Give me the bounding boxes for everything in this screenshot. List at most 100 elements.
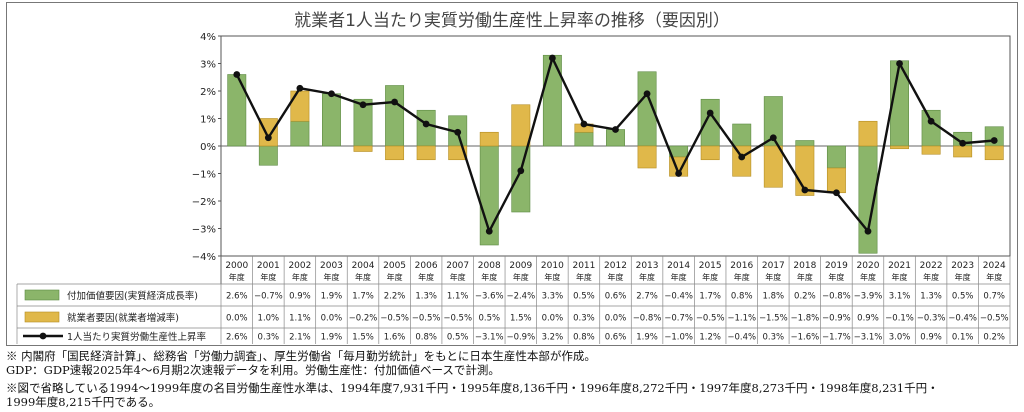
bar-value-added xyxy=(511,145,531,213)
value-label: −0.4% xyxy=(727,333,756,343)
value-label: 0.0% xyxy=(542,314,564,324)
line-point xyxy=(927,117,935,125)
value-label: −0.5% xyxy=(980,314,1009,324)
value-label: −0.1% xyxy=(885,314,914,324)
value-label: −1.5% xyxy=(759,314,788,324)
value-label: 0.3% xyxy=(762,333,784,343)
value-label: 3.0% xyxy=(889,333,911,343)
bar-value-added xyxy=(385,85,405,147)
value-label: 0.5% xyxy=(573,292,595,302)
category-label: 2024 xyxy=(983,261,1006,271)
line-point xyxy=(485,227,493,235)
level-note: ※図で省略している1994～1999年度の名目労働生産性水準は、1994年度7,… xyxy=(6,381,939,395)
chart-title: 就業者1人当たり実質労働生産性上昇率の推移（要因別） xyxy=(294,11,730,31)
value-label: 0.8% xyxy=(573,333,595,343)
value-label: 1.7% xyxy=(352,292,374,302)
chart: 就業者1人当たり実質労働生産性上昇率の推移（要因別） 4% 3% 2% 1% 0% −1%… xyxy=(16,11,1011,344)
category-label: 2005 xyxy=(383,261,406,271)
value-label: −0.7% xyxy=(254,292,283,302)
value-label: −0.7% xyxy=(664,314,693,324)
category-suffix: 年度 xyxy=(323,272,339,282)
line-point xyxy=(769,134,777,142)
category-suffix: 年度 xyxy=(639,272,655,282)
y-tick-label: 0% xyxy=(200,142,216,153)
bar-value-added xyxy=(732,123,752,147)
value-label: −1.1% xyxy=(727,314,756,324)
bar-employment xyxy=(416,145,436,161)
level-note-cont: 1999年度8,215千円である。 xyxy=(6,395,161,409)
category-suffix: 年度 xyxy=(892,272,908,282)
category-label: 2009 xyxy=(509,261,532,271)
category-label: 2012 xyxy=(604,261,627,271)
value-label: 0.8% xyxy=(731,292,753,302)
category-label: 2015 xyxy=(699,261,722,271)
line-point xyxy=(612,126,619,133)
line-point xyxy=(517,167,525,175)
category-label: 2017 xyxy=(762,261,785,271)
value-label: 1.3% xyxy=(415,292,437,302)
category-label: 2001 xyxy=(257,261,280,271)
category-suffix: 年度 xyxy=(355,272,371,282)
bar-value-added xyxy=(322,93,341,147)
category-suffix: 年度 xyxy=(765,272,781,282)
y-tick-label: −3% xyxy=(192,225,216,236)
bar-employment xyxy=(637,145,657,169)
legend-label: 付加価値要因(実質経済成長率) xyxy=(67,290,198,302)
bar-value-added xyxy=(921,109,941,147)
category-label: 2014 xyxy=(667,261,690,271)
value-label: 1.2% xyxy=(699,333,721,343)
value-label: 1.9% xyxy=(321,292,343,302)
category-label: 2013 xyxy=(636,261,659,271)
gdp-note: GDP：GDP速報2025年4～6月期2次速報データを利用。労働生産性：付加価値… xyxy=(6,363,500,377)
value-label: 0.0% xyxy=(605,314,627,324)
value-label: −0.5% xyxy=(380,314,409,324)
value-label: −0.3% xyxy=(917,314,946,324)
line-point xyxy=(675,170,683,177)
line-point xyxy=(233,71,241,78)
category-label: 2011 xyxy=(572,261,595,271)
value-label: 1.9% xyxy=(636,333,658,343)
line-point xyxy=(643,90,651,98)
category-label: 2019 xyxy=(825,261,848,271)
value-label: 1.1% xyxy=(447,292,469,302)
value-label: −3.6% xyxy=(475,292,504,302)
category-label: 2006 xyxy=(415,261,438,271)
category-suffix: 年度 xyxy=(387,272,403,282)
value-label: −0.5% xyxy=(696,314,725,324)
category-suffix: 年度 xyxy=(734,272,750,282)
bar-employment xyxy=(479,131,499,147)
value-label: −0.2% xyxy=(349,314,378,324)
bar-employment xyxy=(858,120,878,147)
bar-value-added xyxy=(826,145,846,169)
value-label: 2.6% xyxy=(226,333,248,343)
value-label: 0.0% xyxy=(321,314,343,324)
value-label: 3.2% xyxy=(542,333,564,343)
y-tick-label: −2% xyxy=(192,197,216,208)
bar-value-added xyxy=(795,140,815,147)
value-label: 0.6% xyxy=(605,333,627,343)
value-label: 0.5% xyxy=(952,292,974,302)
line-point xyxy=(896,60,903,67)
y-tick-label: 4% xyxy=(200,32,216,43)
bar-employment xyxy=(258,118,278,147)
bar-employment xyxy=(763,145,783,188)
bar-employment xyxy=(984,145,1004,161)
value-label: 0.1% xyxy=(952,333,974,343)
value-label: 3.3% xyxy=(542,292,564,302)
category-suffix: 年度 xyxy=(702,272,718,282)
category-label: 2000 xyxy=(225,261,248,271)
y-tick-label: −4% xyxy=(192,252,216,263)
category-suffix: 年度 xyxy=(986,272,1002,282)
value-label: 1.5% xyxy=(352,333,374,343)
y-tick-label: 1% xyxy=(200,115,216,126)
value-label: 1.0% xyxy=(258,314,280,324)
category-suffix: 年度 xyxy=(418,272,434,282)
value-label: −3.9% xyxy=(854,292,883,302)
bar-employment xyxy=(953,145,973,158)
value-label: 1.6% xyxy=(384,333,406,343)
line-point xyxy=(801,186,809,194)
value-label: 0.5% xyxy=(447,333,469,343)
y-tick-label: 3% xyxy=(200,60,216,71)
value-label: 0.5% xyxy=(478,314,500,324)
value-label: −0.4% xyxy=(664,292,693,302)
